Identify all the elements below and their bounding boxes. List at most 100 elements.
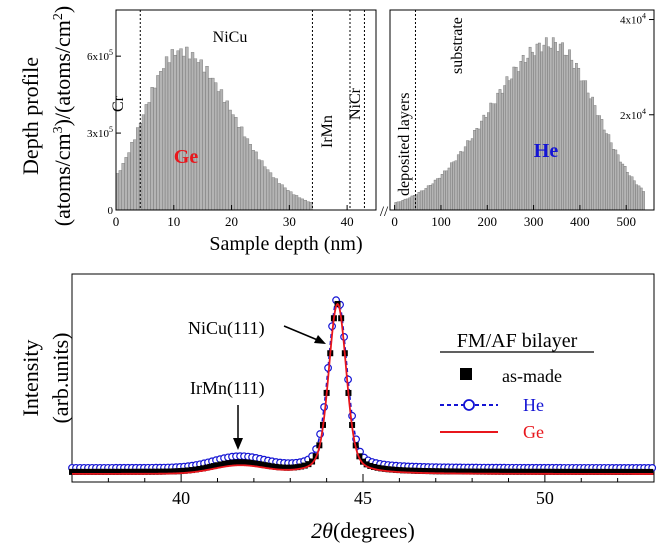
series-as-made-point bbox=[570, 468, 577, 475]
xrd-x-tick-label: 45 bbox=[354, 488, 372, 508]
he-bar bbox=[609, 142, 613, 211]
series-as-made-point bbox=[236, 459, 243, 466]
legend-label-he: He bbox=[523, 395, 544, 415]
depth-y-tick-label: 0 bbox=[108, 205, 114, 217]
depth-x-tick-label: 40 bbox=[341, 214, 354, 229]
series-as-made-point bbox=[294, 464, 301, 471]
he-bar bbox=[463, 146, 467, 211]
he-bar bbox=[403, 198, 407, 211]
ge-bar bbox=[274, 178, 278, 211]
series-as-made-point bbox=[516, 468, 523, 475]
series-as-made-point bbox=[87, 468, 94, 475]
series-as-made-point bbox=[174, 468, 181, 475]
series-as-made-point bbox=[643, 468, 650, 475]
ge-bar bbox=[219, 89, 224, 211]
series-as-made-point bbox=[483, 468, 490, 475]
he-bar bbox=[473, 130, 476, 211]
series-as-made-point bbox=[152, 468, 159, 475]
series-as-made-point bbox=[585, 468, 592, 475]
series-as-made-point bbox=[560, 468, 567, 475]
series-as-made-point bbox=[498, 468, 505, 475]
ge-bar bbox=[283, 187, 287, 211]
he-bar bbox=[500, 92, 504, 211]
series-as-made-point bbox=[410, 467, 417, 474]
depth-x-tick-label: 0 bbox=[113, 214, 120, 229]
xrd-curves bbox=[68, 296, 657, 475]
he-bar bbox=[454, 160, 458, 211]
layer-label-deposited: deposited layers bbox=[396, 92, 413, 196]
series-as-made-point bbox=[272, 463, 279, 470]
he-bar bbox=[399, 201, 402, 211]
series-he-line bbox=[71, 296, 654, 469]
series-as-made-point bbox=[363, 461, 370, 468]
series-as-made-point bbox=[378, 465, 385, 472]
ge-bar bbox=[292, 194, 296, 211]
ge-bar bbox=[268, 172, 273, 211]
legend-marker-as-made bbox=[460, 368, 472, 380]
series-as-made-point bbox=[552, 468, 559, 475]
legend-label-as-made: as-made bbox=[502, 366, 562, 386]
series-as-made-point bbox=[469, 468, 476, 475]
he-histogram bbox=[394, 37, 645, 211]
series-as-made-point bbox=[145, 468, 152, 475]
ge-bar bbox=[222, 102, 226, 211]
he-bar bbox=[533, 55, 537, 211]
ge-bar bbox=[130, 142, 134, 211]
xrd-x-title: 2θ(degrees) bbox=[311, 518, 415, 543]
series-as-made-point bbox=[432, 468, 439, 475]
he-bar bbox=[558, 43, 562, 211]
axis-break-gap bbox=[377, 6, 389, 214]
series-as-made-point bbox=[196, 465, 203, 472]
he-bar bbox=[410, 195, 414, 211]
series-as-made-point bbox=[203, 464, 210, 471]
ge-bar bbox=[257, 159, 261, 211]
series-as-made-point bbox=[258, 461, 265, 468]
series-as-made-point bbox=[178, 468, 185, 475]
series-as-made-point bbox=[465, 468, 472, 475]
he-bar bbox=[572, 68, 576, 211]
he-bar bbox=[445, 170, 449, 211]
he-bar bbox=[494, 103, 497, 211]
series-as-made-point bbox=[130, 468, 137, 475]
he-bar bbox=[549, 47, 553, 211]
he-bar bbox=[526, 57, 530, 211]
series-as-made-point bbox=[276, 464, 283, 471]
series-as-made-point bbox=[458, 468, 465, 475]
series-as-made-point bbox=[541, 468, 548, 475]
series-as-made-point bbox=[123, 468, 130, 475]
series-as-made-point bbox=[309, 458, 316, 465]
series-as-made-point bbox=[250, 460, 257, 467]
series-as-made-point bbox=[381, 465, 388, 472]
ge-bar bbox=[297, 197, 302, 211]
he-bar bbox=[579, 80, 583, 211]
ge-bar bbox=[205, 66, 209, 211]
series-as-made-point bbox=[301, 462, 308, 469]
ge-bar bbox=[211, 77, 215, 211]
ge-bar bbox=[159, 71, 163, 211]
he-bar bbox=[450, 162, 453, 211]
annotation-irmn111: IrMn(111) bbox=[190, 378, 265, 399]
he-bar bbox=[602, 129, 606, 211]
he-bar bbox=[466, 140, 469, 211]
he-bar bbox=[538, 42, 541, 211]
axis-break-mark: // bbox=[380, 204, 389, 220]
he-bar bbox=[542, 44, 546, 211]
he-bar bbox=[489, 102, 493, 211]
he-bar bbox=[408, 197, 412, 211]
ge-bar bbox=[199, 59, 203, 211]
series-as-made-point bbox=[101, 468, 108, 475]
series-as-made-point bbox=[305, 461, 312, 468]
he-bar bbox=[510, 78, 513, 211]
series-as-made-point bbox=[400, 467, 407, 474]
series-as-made-point bbox=[298, 463, 305, 470]
depth-y-tick-label: 6x105 bbox=[87, 48, 113, 63]
ge-bar bbox=[208, 77, 212, 211]
annotation-nicu111-arrow bbox=[283, 325, 321, 342]
series-as-made-point bbox=[527, 468, 534, 475]
series-as-made-point bbox=[159, 468, 166, 475]
he-bar bbox=[605, 133, 608, 211]
series-as-made-point bbox=[425, 468, 432, 475]
he-bar bbox=[619, 161, 622, 211]
ge-bar bbox=[190, 52, 195, 211]
ge-bar bbox=[176, 50, 180, 211]
